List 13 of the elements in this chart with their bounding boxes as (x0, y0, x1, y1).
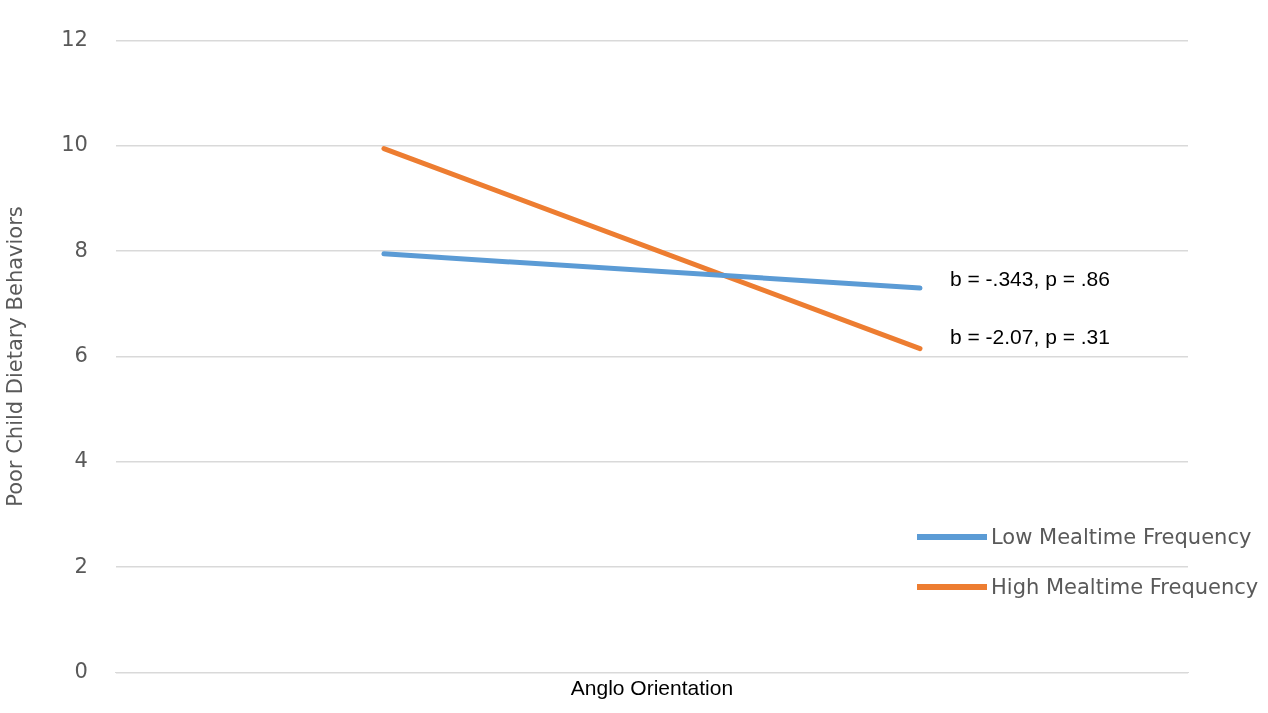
legend-label: Low Mealtime Frequency (991, 525, 1252, 550)
legend-label: High Mealtime Frequency (991, 575, 1259, 600)
y-tick-label: 12 (61, 27, 88, 52)
y-tick-label: 10 (61, 132, 88, 157)
y-tick-label: 4 (74, 448, 88, 473)
y-tick-label: 2 (74, 553, 88, 578)
y-tick-label: 0 (74, 658, 88, 683)
annotation: b = -2.07, p = .31 (949, 325, 1110, 349)
y-tick-label: 8 (74, 237, 88, 262)
x-axis-title: Anglo Orientation (570, 675, 734, 699)
annotation: b = -.343, p = .86 (949, 266, 1110, 290)
y-tick-label: 6 (74, 342, 88, 367)
y-axis-title: Poor Child Dietary Behaviors (3, 206, 28, 507)
